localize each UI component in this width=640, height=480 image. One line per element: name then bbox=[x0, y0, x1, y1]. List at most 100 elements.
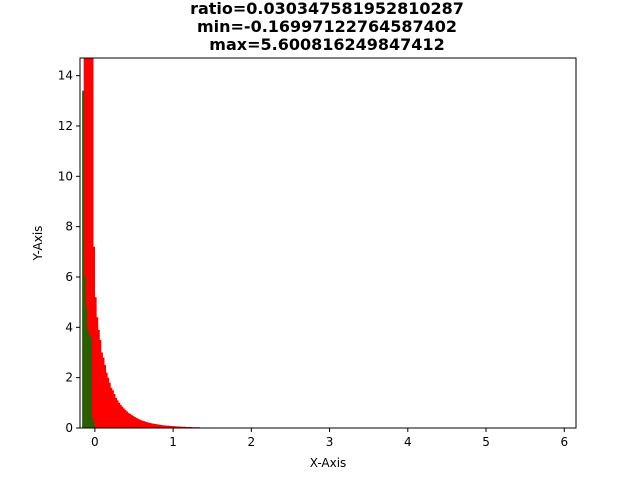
bar-series-2-4 bbox=[86, 329, 89, 428]
bar-series-1-53 bbox=[165, 425, 168, 428]
bars-group bbox=[82, 58, 208, 428]
bar-series-1-55 bbox=[168, 425, 171, 428]
plot-frame bbox=[79, 57, 577, 429]
bar-series-1-17 bbox=[108, 382, 111, 428]
bar-series-1-5 bbox=[89, 58, 92, 428]
bar-series-1-18 bbox=[110, 387, 113, 428]
y-tick-label-1: 0 bbox=[65, 421, 73, 435]
bar-series-2-5 bbox=[88, 334, 91, 428]
y-tick-label-6: 10 bbox=[58, 169, 73, 183]
bar-series-1-13 bbox=[102, 357, 105, 428]
bar-series-1-7 bbox=[93, 246, 96, 428]
x-tick-label-5: 4 bbox=[404, 435, 412, 449]
bar-series-1-40 bbox=[144, 421, 147, 428]
bar-series-1-68 bbox=[188, 426, 191, 428]
bar-series-1-25 bbox=[121, 406, 124, 428]
bar-series-1-35 bbox=[136, 418, 139, 428]
x-tick-label-6: 5 bbox=[482, 435, 490, 449]
y-tick-label-8: 14 bbox=[58, 69, 73, 83]
bar-series-1-2 bbox=[85, 58, 88, 428]
bar-series-1-42 bbox=[147, 422, 150, 428]
bar-series-1-47 bbox=[155, 424, 158, 428]
bar-series-1-60 bbox=[176, 426, 179, 428]
bar-series-1-14 bbox=[104, 365, 107, 428]
bar-series-1-66 bbox=[185, 426, 188, 428]
x-tick-label-1: 0 bbox=[91, 435, 99, 449]
x-tick-label-7: 6 bbox=[560, 435, 568, 449]
x-tick-label-3: 2 bbox=[248, 435, 256, 449]
bar-series-1-31 bbox=[130, 414, 133, 428]
bar-series-1-56 bbox=[169, 425, 172, 428]
y-axis-label: Y-Axis bbox=[31, 226, 45, 262]
x-tick-label-2: 1 bbox=[169, 435, 177, 449]
bar-series-1-26 bbox=[122, 408, 125, 428]
y-tick-label-5: 8 bbox=[65, 220, 73, 234]
bar-series-1-22 bbox=[116, 400, 119, 428]
bar-series-1-12 bbox=[100, 352, 103, 428]
bar-series-1-10 bbox=[97, 329, 100, 428]
bar-series-1-41 bbox=[146, 422, 149, 428]
bar-series-1-34 bbox=[135, 417, 138, 428]
bar-series-2-1 bbox=[82, 90, 85, 428]
bar-series-1-67 bbox=[186, 426, 189, 428]
bar-series-1-32 bbox=[132, 415, 135, 428]
bar-series-1-50 bbox=[160, 424, 163, 428]
bar-series-1-59 bbox=[174, 426, 177, 428]
chart-title-line-3: max=5.600816249847412 bbox=[209, 35, 444, 54]
bar-series-1-21 bbox=[114, 397, 117, 428]
bar-series-1-49 bbox=[158, 424, 161, 428]
bar-series-1-62 bbox=[179, 426, 182, 428]
bar-series-1-19 bbox=[111, 390, 114, 428]
bar-series-1-39 bbox=[143, 421, 146, 428]
bar-series-1-36 bbox=[138, 419, 141, 428]
bar-series-2-7 bbox=[91, 417, 94, 428]
bar-series-1-38 bbox=[141, 420, 144, 428]
bar-series-1-20 bbox=[113, 394, 116, 428]
bar-series-1-69 bbox=[190, 426, 193, 428]
bar-series-1-3 bbox=[86, 58, 89, 428]
bar-series-1-63 bbox=[180, 426, 183, 428]
bar-series-1-61 bbox=[177, 426, 180, 428]
bar-series-1-57 bbox=[171, 425, 174, 428]
bar-series-1-33 bbox=[133, 416, 136, 428]
bar-series-1-6 bbox=[91, 58, 94, 428]
x-axis-label: X-Axis bbox=[310, 456, 347, 470]
bar-series-1-37 bbox=[140, 420, 143, 428]
bar-series-1-43 bbox=[149, 422, 152, 428]
bar-series-1-1 bbox=[83, 58, 86, 428]
y-tick-label-4: 6 bbox=[65, 270, 73, 284]
bar-series-1-27 bbox=[124, 409, 127, 428]
bar-series-1-51 bbox=[161, 425, 164, 428]
bar-series-1-54 bbox=[166, 425, 169, 428]
bar-series-1-45 bbox=[152, 423, 155, 428]
bar-series-1-16 bbox=[107, 377, 110, 428]
bar-series-1-4 bbox=[88, 58, 91, 428]
bar-series-1-23 bbox=[118, 402, 121, 428]
bar-series-1-65 bbox=[183, 426, 186, 428]
bar-series-1-58 bbox=[172, 426, 175, 428]
bar-series-2-2 bbox=[83, 276, 86, 428]
bar-series-1-28 bbox=[125, 411, 128, 428]
bar-series-1-46 bbox=[154, 423, 157, 428]
bar-series-1-15 bbox=[105, 372, 108, 428]
bar-series-2-3 bbox=[85, 307, 88, 428]
bar-series-1-29 bbox=[127, 412, 130, 428]
bar-series-2-6 bbox=[89, 337, 92, 428]
bar-series-1-24 bbox=[119, 404, 122, 428]
bar-series-1-48 bbox=[157, 424, 160, 428]
bar-series-1-9 bbox=[96, 317, 99, 428]
y-tick-label-3: 4 bbox=[65, 320, 73, 334]
y-tick-label-7: 12 bbox=[58, 119, 73, 133]
bar-series-1-52 bbox=[163, 425, 166, 428]
bar-series-1-30 bbox=[129, 413, 132, 428]
x-tick-label-4: 3 bbox=[326, 435, 334, 449]
chart-title-line-2: min=-0.16997122764587402 bbox=[197, 17, 457, 36]
bar-series-1-8 bbox=[94, 297, 97, 428]
chart-title-line-1: ratio=0.030347581952810287 bbox=[190, 0, 464, 18]
bar-series-1-11 bbox=[99, 339, 102, 428]
bar-series-2-8 bbox=[93, 422, 96, 428]
bar-series-1-44 bbox=[150, 423, 153, 428]
